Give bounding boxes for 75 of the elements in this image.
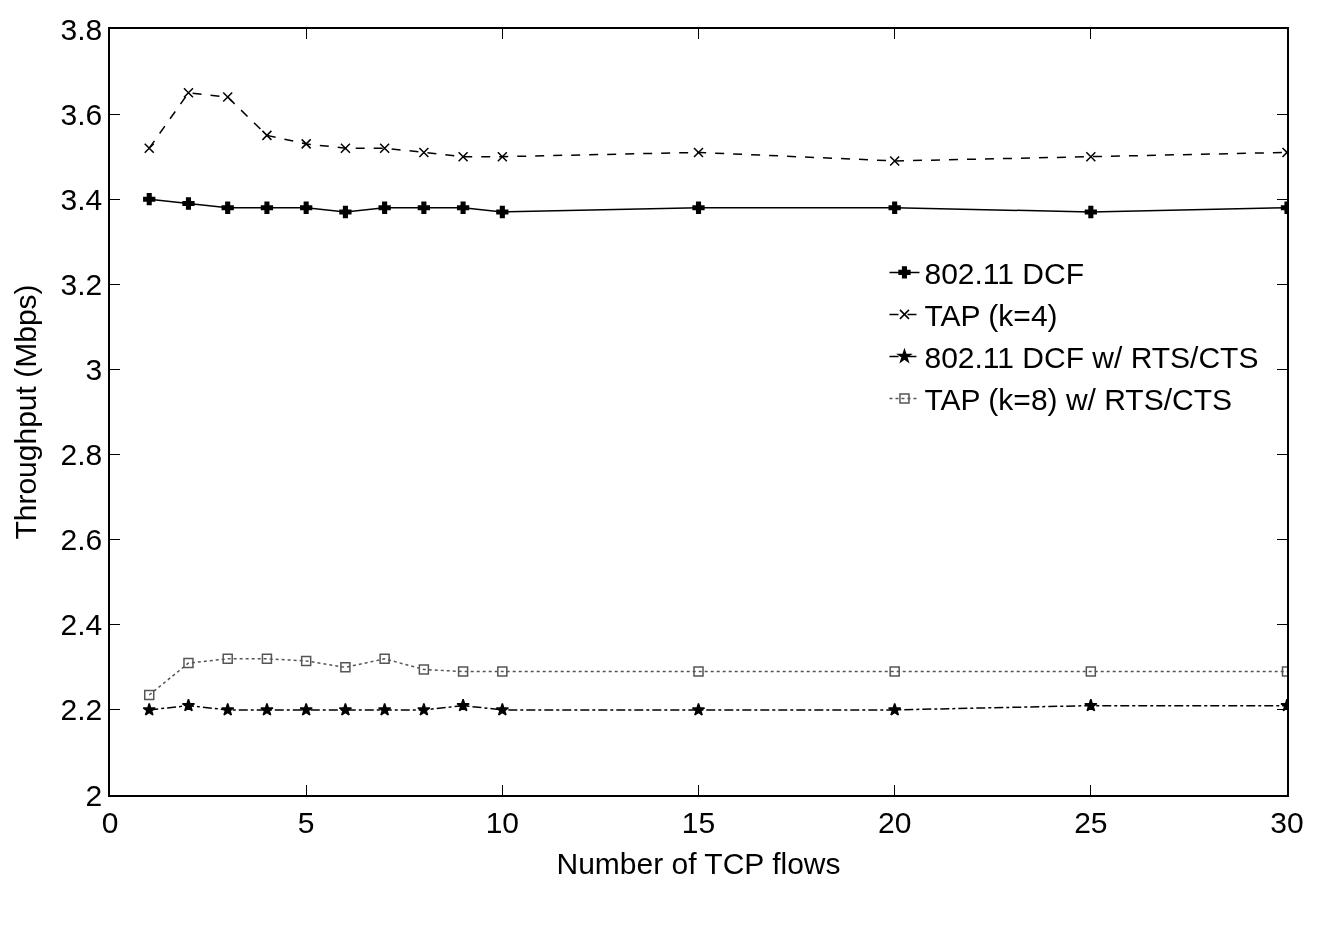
point [300, 201, 313, 214]
x-tick-label: 30 [1270, 805, 1304, 839]
point [379, 653, 390, 665]
x-axis-title: Number of TCP flows [556, 846, 841, 880]
point [496, 205, 509, 219]
y-tick-label: 2.8 [60, 438, 103, 472]
legend-label: 802.11 DCF w/ RTS/CTS [924, 341, 1259, 375]
y-tick-label: 2.6 [60, 523, 103, 557]
point [222, 91, 233, 103]
point [222, 653, 233, 665]
point [338, 702, 353, 716]
y-tick-label: 3.8 [60, 12, 103, 46]
y-tick-label: 2 [85, 778, 103, 812]
point [887, 702, 902, 716]
point [457, 151, 469, 162]
point [299, 702, 313, 716]
point [693, 666, 704, 677]
point [300, 655, 312, 667]
point [221, 201, 234, 214]
point [457, 666, 469, 677]
y-tick-label: 3.4 [60, 182, 103, 216]
x-tick-label: 10 [485, 805, 520, 839]
point [1085, 151, 1097, 162]
y-tick-label: 2.4 [60, 608, 103, 642]
point [182, 197, 195, 210]
point [300, 138, 312, 150]
point [143, 142, 155, 154]
point [888, 201, 901, 214]
point [377, 702, 392, 716]
point [143, 193, 156, 206]
point [379, 142, 390, 154]
x-tick-label: 5 [297, 805, 315, 839]
point [181, 698, 196, 712]
y-tick-label: 2.2 [60, 693, 103, 727]
point [456, 201, 470, 214]
x-tick-label: 20 [877, 805, 912, 839]
point [417, 702, 431, 716]
point [220, 702, 235, 716]
point [418, 147, 430, 158]
point [495, 702, 510, 716]
point [889, 155, 900, 167]
point [340, 142, 351, 154]
point [497, 666, 508, 677]
point [339, 205, 352, 219]
y-tick-label: 3.2 [60, 267, 103, 301]
point [261, 653, 273, 665]
point [183, 87, 194, 99]
y-axis-title: Throughput (Mbps) [9, 284, 43, 540]
point [260, 702, 274, 716]
point [261, 130, 273, 141]
point [1084, 205, 1097, 219]
y-tick-label: 3 [85, 352, 103, 386]
legend-label: TAP (k=8) w/ RTS/CTS [924, 383, 1233, 417]
point [456, 698, 470, 712]
point [692, 201, 705, 214]
point [418, 664, 430, 675]
point [260, 201, 274, 214]
point [1085, 666, 1097, 677]
point [1084, 698, 1098, 712]
legend-label: 802.11 DCF [924, 257, 1084, 291]
point [889, 666, 900, 677]
point [143, 689, 155, 701]
x-tick-label: 0 [101, 805, 119, 839]
point [693, 147, 704, 158]
point [417, 201, 431, 214]
point [691, 702, 706, 716]
y-tick-label: 3.6 [60, 97, 103, 131]
point [340, 662, 351, 673]
point [142, 702, 156, 716]
point [183, 657, 194, 669]
x-tick-label: 25 [1074, 805, 1108, 839]
point [497, 151, 508, 162]
legend-label: TAP (k=4) [924, 299, 1058, 333]
x-tick-label: 15 [681, 805, 716, 839]
point [378, 201, 391, 214]
